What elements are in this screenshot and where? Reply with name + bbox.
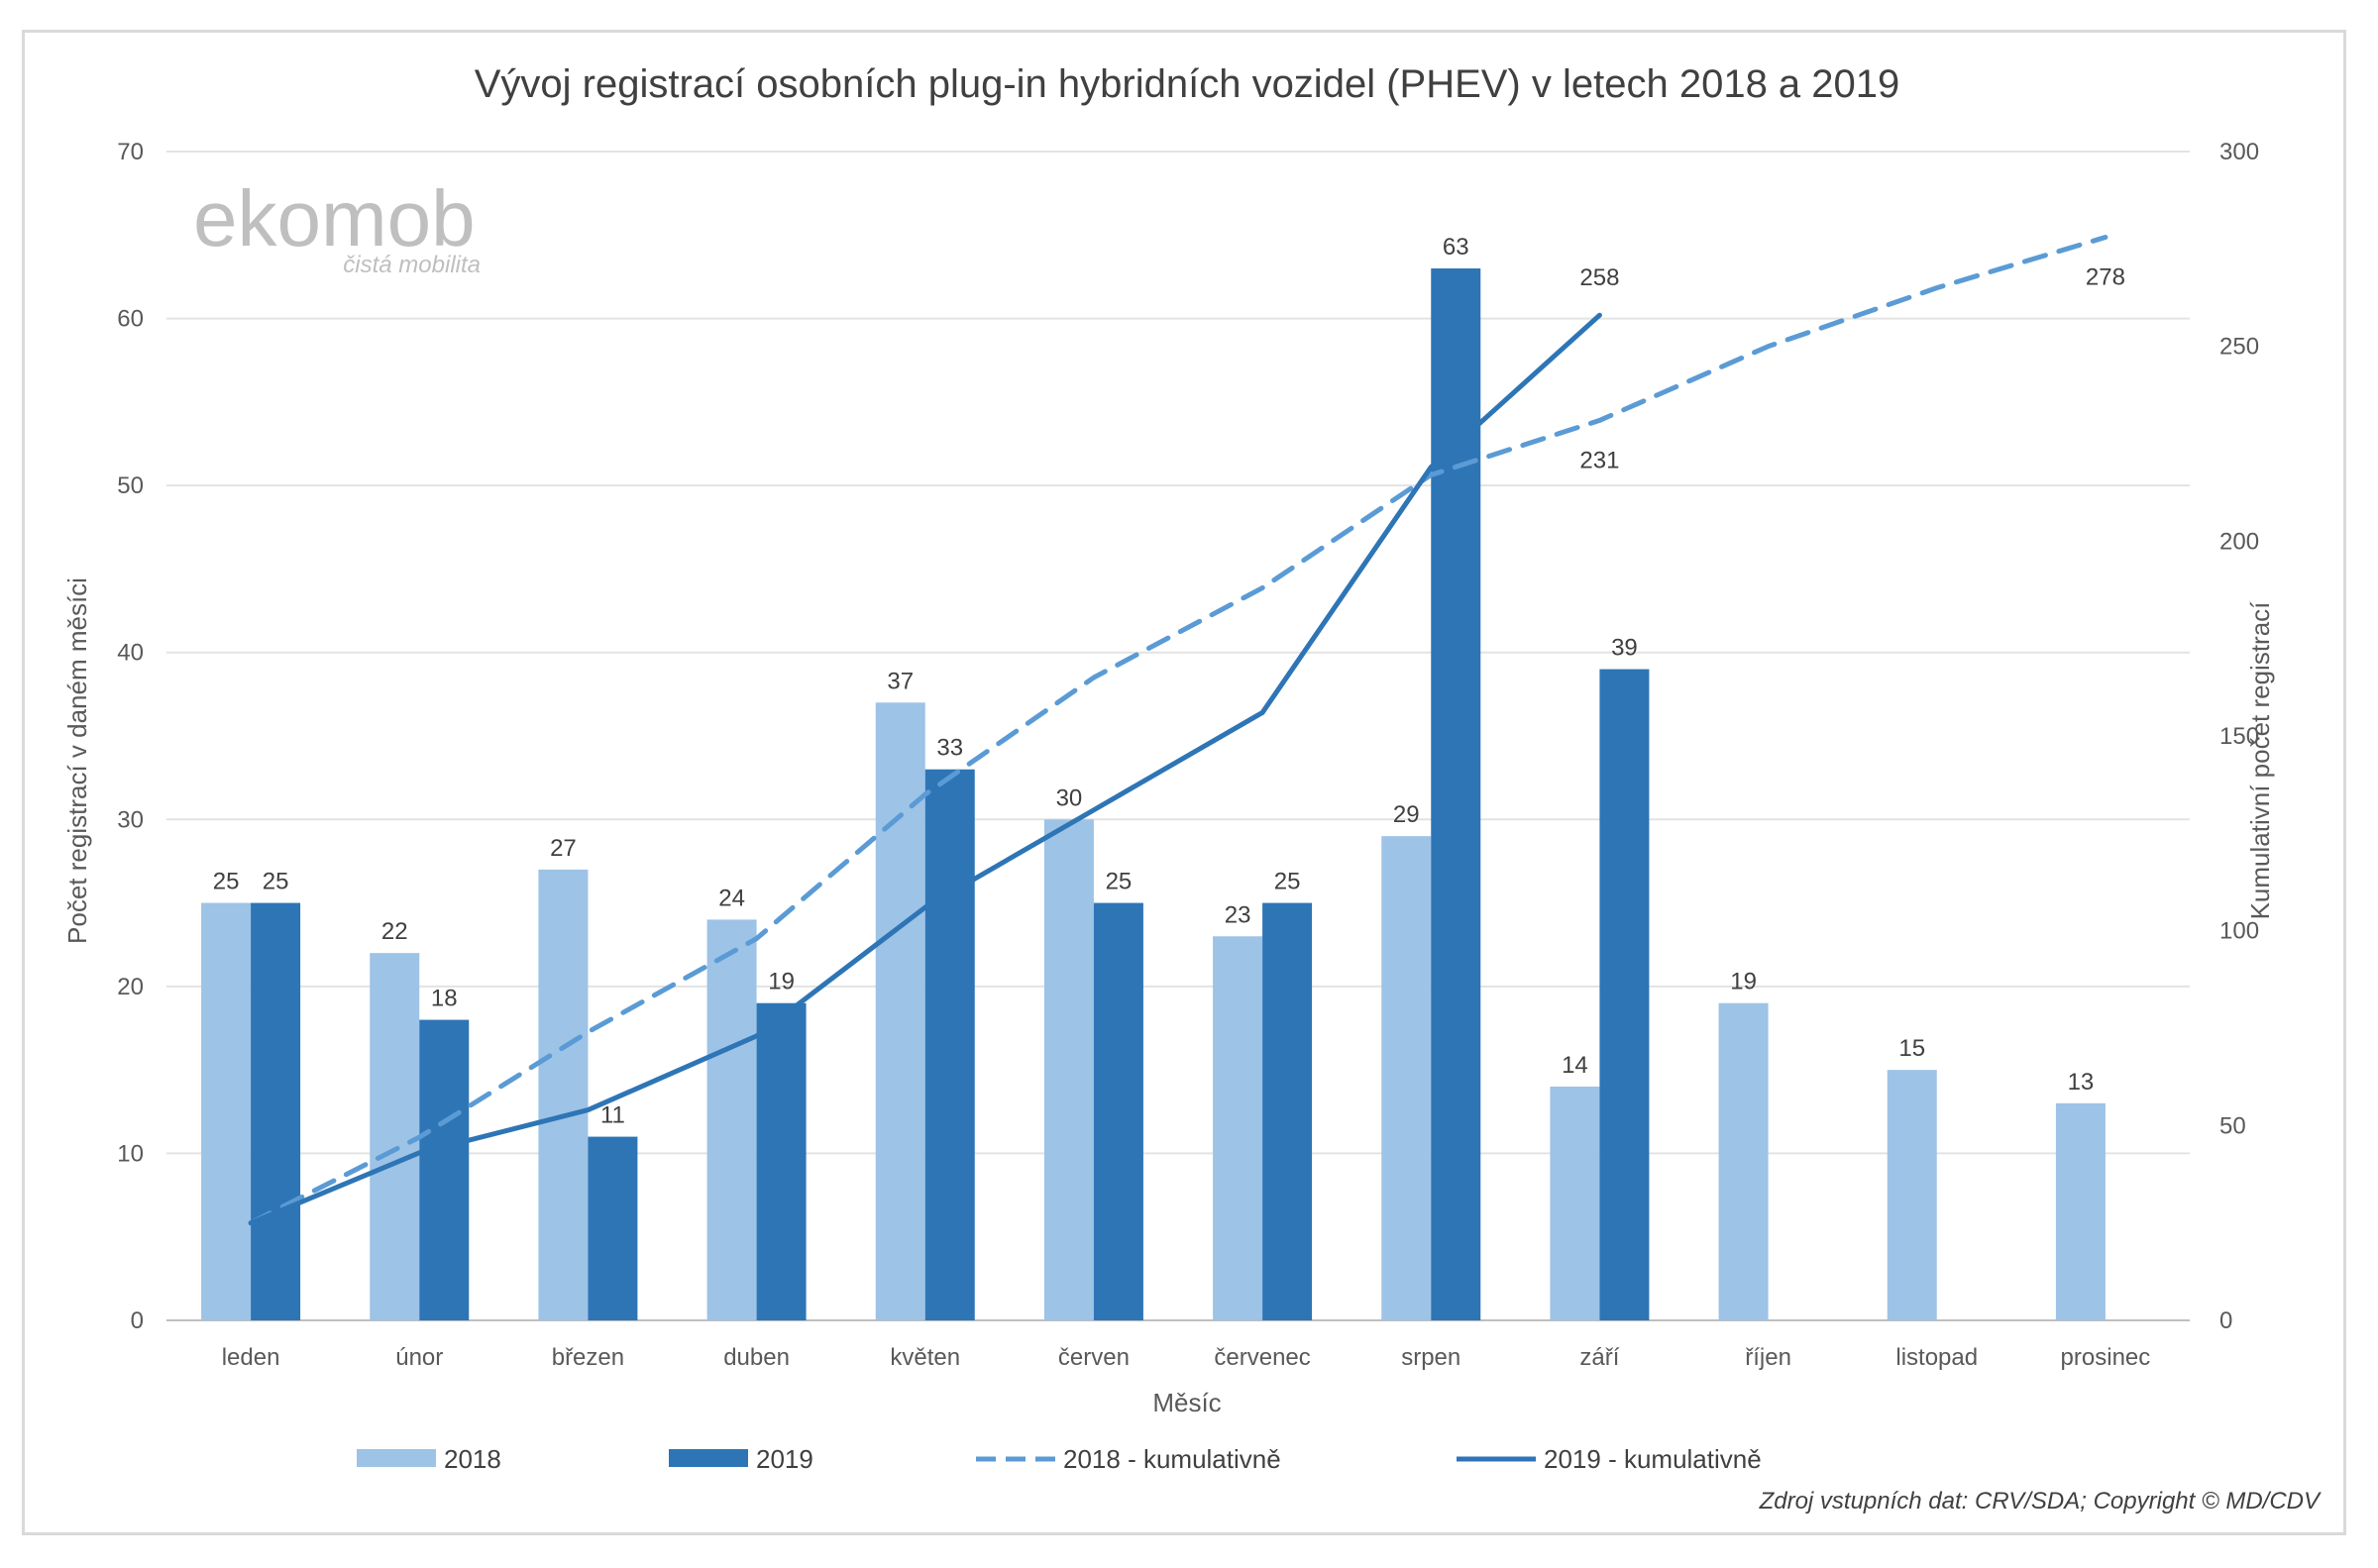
legend-label: 2019 xyxy=(756,1444,813,1474)
legend-label: 2019 - kumulativně xyxy=(1544,1444,1762,1474)
x-tick-label: září xyxy=(1579,1344,1619,1371)
data-label-2019: 63 xyxy=(1443,234,1469,261)
bar-2018-červen xyxy=(1043,819,1094,1320)
legend: 2018 2019 2018 - kumulativně 2019 - kumulat… xyxy=(357,1444,1762,1474)
data-label-2019: 25 xyxy=(1106,869,1133,895)
y-tick-label: 40 xyxy=(117,640,144,667)
x-tick-label: listopad xyxy=(1895,1344,1978,1371)
y2-tick-label: 300 xyxy=(2219,139,2259,165)
bar-2018-březen xyxy=(538,869,589,1320)
bar-series xyxy=(201,268,2106,1320)
data-label-2019: 25 xyxy=(263,869,289,895)
y2-tick-label: 0 xyxy=(2219,1307,2232,1334)
legend-swatch-2019 xyxy=(669,1449,748,1467)
y-axis-title: Počet registrací v daném měsíci xyxy=(62,577,92,944)
legend-label: 2018 xyxy=(444,1444,501,1474)
left-axis: 0 10 20 30 40 50 60 70 xyxy=(117,139,144,1334)
bar-2018-říjen xyxy=(1718,1002,1769,1320)
y2-tick-label: 50 xyxy=(2219,1112,2246,1139)
data-label-2018 - kumulativně: 278 xyxy=(2086,264,2125,291)
chart-title: Vývoj registrací osobních plug-in hybrid… xyxy=(475,62,1900,106)
bar-2018-duben xyxy=(706,919,757,1320)
data-label-2019: 11 xyxy=(600,1102,625,1129)
category-axis: leden únor březen duben květen červen červenec… xyxy=(222,1344,2151,1371)
data-label-2019: 25 xyxy=(1274,869,1301,895)
source-note: Zdroj vstupních dat: CRV/SDA; Copyright … xyxy=(1759,1488,2322,1515)
ekomob-logo: ekomob čistá mobilita xyxy=(193,174,481,278)
data-label-2018: 37 xyxy=(887,668,914,694)
line-2019 - kumulativně xyxy=(248,312,1602,1226)
bar-2019-březen xyxy=(588,1136,638,1320)
y-tick-label: 0 xyxy=(131,1307,144,1334)
bar-2018-leden xyxy=(201,902,252,1320)
legend-label: 2018 - kumulativně xyxy=(1063,1444,1281,1474)
bar-2018-květen xyxy=(875,702,925,1320)
x-tick-label: březen xyxy=(552,1344,624,1371)
bar-2019-září xyxy=(1599,669,1650,1320)
data-labels: 25 22 27 24 37 30 23 29 14 19 15 13 25 18 11 19 33 25 25 63… xyxy=(213,234,2125,1129)
data-label-2019: 39 xyxy=(1611,635,1638,662)
x-tick-label: červenec xyxy=(1214,1344,1310,1371)
logo-text: ekomob xyxy=(193,174,476,262)
y-tick-label: 20 xyxy=(117,974,144,1000)
data-label-2018: 19 xyxy=(1730,969,1757,995)
gridlines xyxy=(166,151,2190,1321)
y2-axis-title: Kumulativní počet registrací xyxy=(2245,601,2275,920)
line-2018 - kumulativně xyxy=(248,235,2108,1226)
y2-tick-label: 200 xyxy=(2219,528,2259,555)
right-axis: 0 50 100 150 200 250 300 xyxy=(2219,139,2259,1334)
logo-tagline: čistá mobilita xyxy=(343,252,481,278)
x-tick-label: únor xyxy=(395,1344,443,1371)
x-tick-label: květen xyxy=(890,1344,960,1371)
data-label-2019 - kumulativně: 258 xyxy=(1579,264,1619,291)
bar-2019-únor xyxy=(419,1019,470,1320)
bar-2019-červenec xyxy=(1262,902,1313,1320)
x-tick-label: říjen xyxy=(1745,1344,1791,1371)
bar-2018-prosinec xyxy=(2055,1102,2106,1320)
y-tick-label: 30 xyxy=(117,806,144,833)
y2-tick-label: 100 xyxy=(2219,918,2259,945)
x-tick-label: duben xyxy=(723,1344,790,1371)
x-tick-label: srpen xyxy=(1401,1344,1460,1371)
data-label-2018: 23 xyxy=(1225,901,1251,928)
bar-2018-září xyxy=(1550,1087,1600,1320)
x-tick-label: leden xyxy=(222,1344,280,1371)
x-tick-label: prosinec xyxy=(2061,1344,2151,1371)
data-label-2019: 18 xyxy=(431,986,458,1012)
y2-tick-label: 150 xyxy=(2219,723,2259,750)
bar-2018-srpen xyxy=(1381,836,1432,1320)
y-tick-label: 60 xyxy=(117,306,144,333)
bar-2018-únor xyxy=(370,953,420,1320)
data-label-2019: 19 xyxy=(768,969,795,995)
y-tick-label: 10 xyxy=(117,1140,144,1167)
y-tick-label: 50 xyxy=(117,472,144,499)
data-label-2018 - kumulativně: 231 xyxy=(1579,447,1619,473)
data-label-2018: 15 xyxy=(1898,1035,1925,1062)
chart: Vývoj registrací osobních plug-in hybrid… xyxy=(62,62,2322,1515)
data-label-2018: 30 xyxy=(1056,784,1083,811)
bar-2018-červenec xyxy=(1213,936,1263,1320)
data-label-2018: 29 xyxy=(1393,801,1420,828)
x-tick-label: červen xyxy=(1058,1344,1130,1371)
bar-2019-červen xyxy=(1093,902,1143,1320)
legend-swatch-2018 xyxy=(357,1449,436,1467)
line-series xyxy=(248,235,2108,1226)
data-label-2018: 24 xyxy=(718,885,745,911)
data-label-2018: 25 xyxy=(213,869,240,895)
data-label-2019: 33 xyxy=(936,735,963,762)
data-label-2018: 14 xyxy=(1562,1052,1588,1079)
data-label-2018: 27 xyxy=(550,835,577,862)
x-axis-title: Měsíc xyxy=(1152,1388,1221,1417)
chart-frame: Vývoj registrací osobních plug-in hybrid… xyxy=(22,30,2346,1535)
bar-2018-listopad xyxy=(1887,1070,1937,1320)
bar-2019-leden xyxy=(251,902,301,1320)
data-label-2018: 13 xyxy=(2068,1069,2095,1096)
y-tick-label: 70 xyxy=(117,139,144,165)
bar-2019-duben xyxy=(756,1002,807,1320)
bar-2019-květen xyxy=(924,769,975,1320)
data-label-2018: 22 xyxy=(381,918,408,945)
y2-tick-label: 250 xyxy=(2219,334,2259,361)
